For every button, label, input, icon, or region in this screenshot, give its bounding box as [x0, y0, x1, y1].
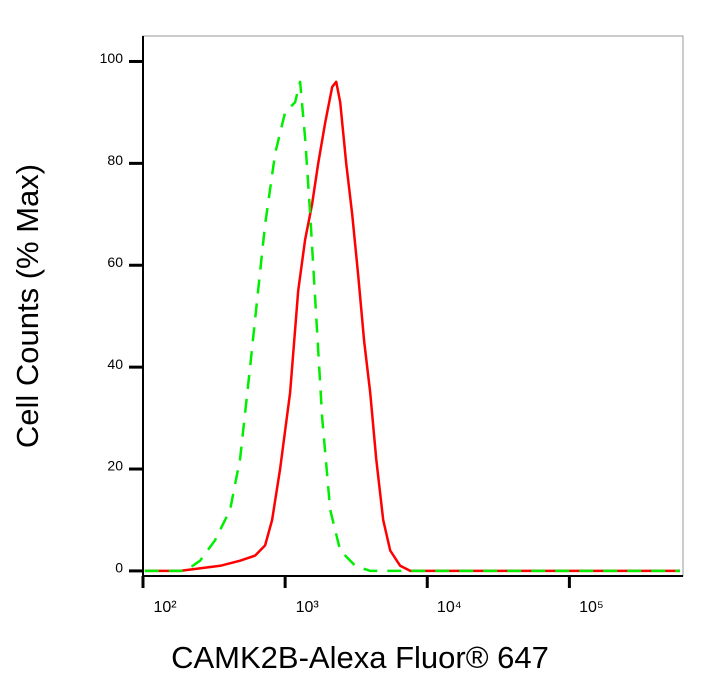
plot-frame [142, 35, 684, 577]
y-tick-label: 80 [107, 152, 123, 168]
y-tick-label: 40 [107, 356, 123, 372]
x-axis-label: CAMK2B-Alexa Fluor® 647 [171, 640, 549, 675]
y-tick-label: 100 [100, 50, 124, 66]
x-tick-label: 10² [153, 599, 177, 616]
y-tick-label: 0 [115, 560, 123, 576]
series-line [144, 80, 680, 573]
y-tick-label: 20 [107, 458, 123, 474]
x-tick-label: 10⁵ [579, 599, 603, 616]
x-tick-label: 10³ [296, 599, 320, 616]
y-axis-label: Cell Counts (% Max) [10, 164, 45, 448]
x-tick-label: 10⁴ [437, 599, 462, 616]
series-line [144, 80, 680, 573]
y-tick-label: 60 [107, 254, 123, 270]
